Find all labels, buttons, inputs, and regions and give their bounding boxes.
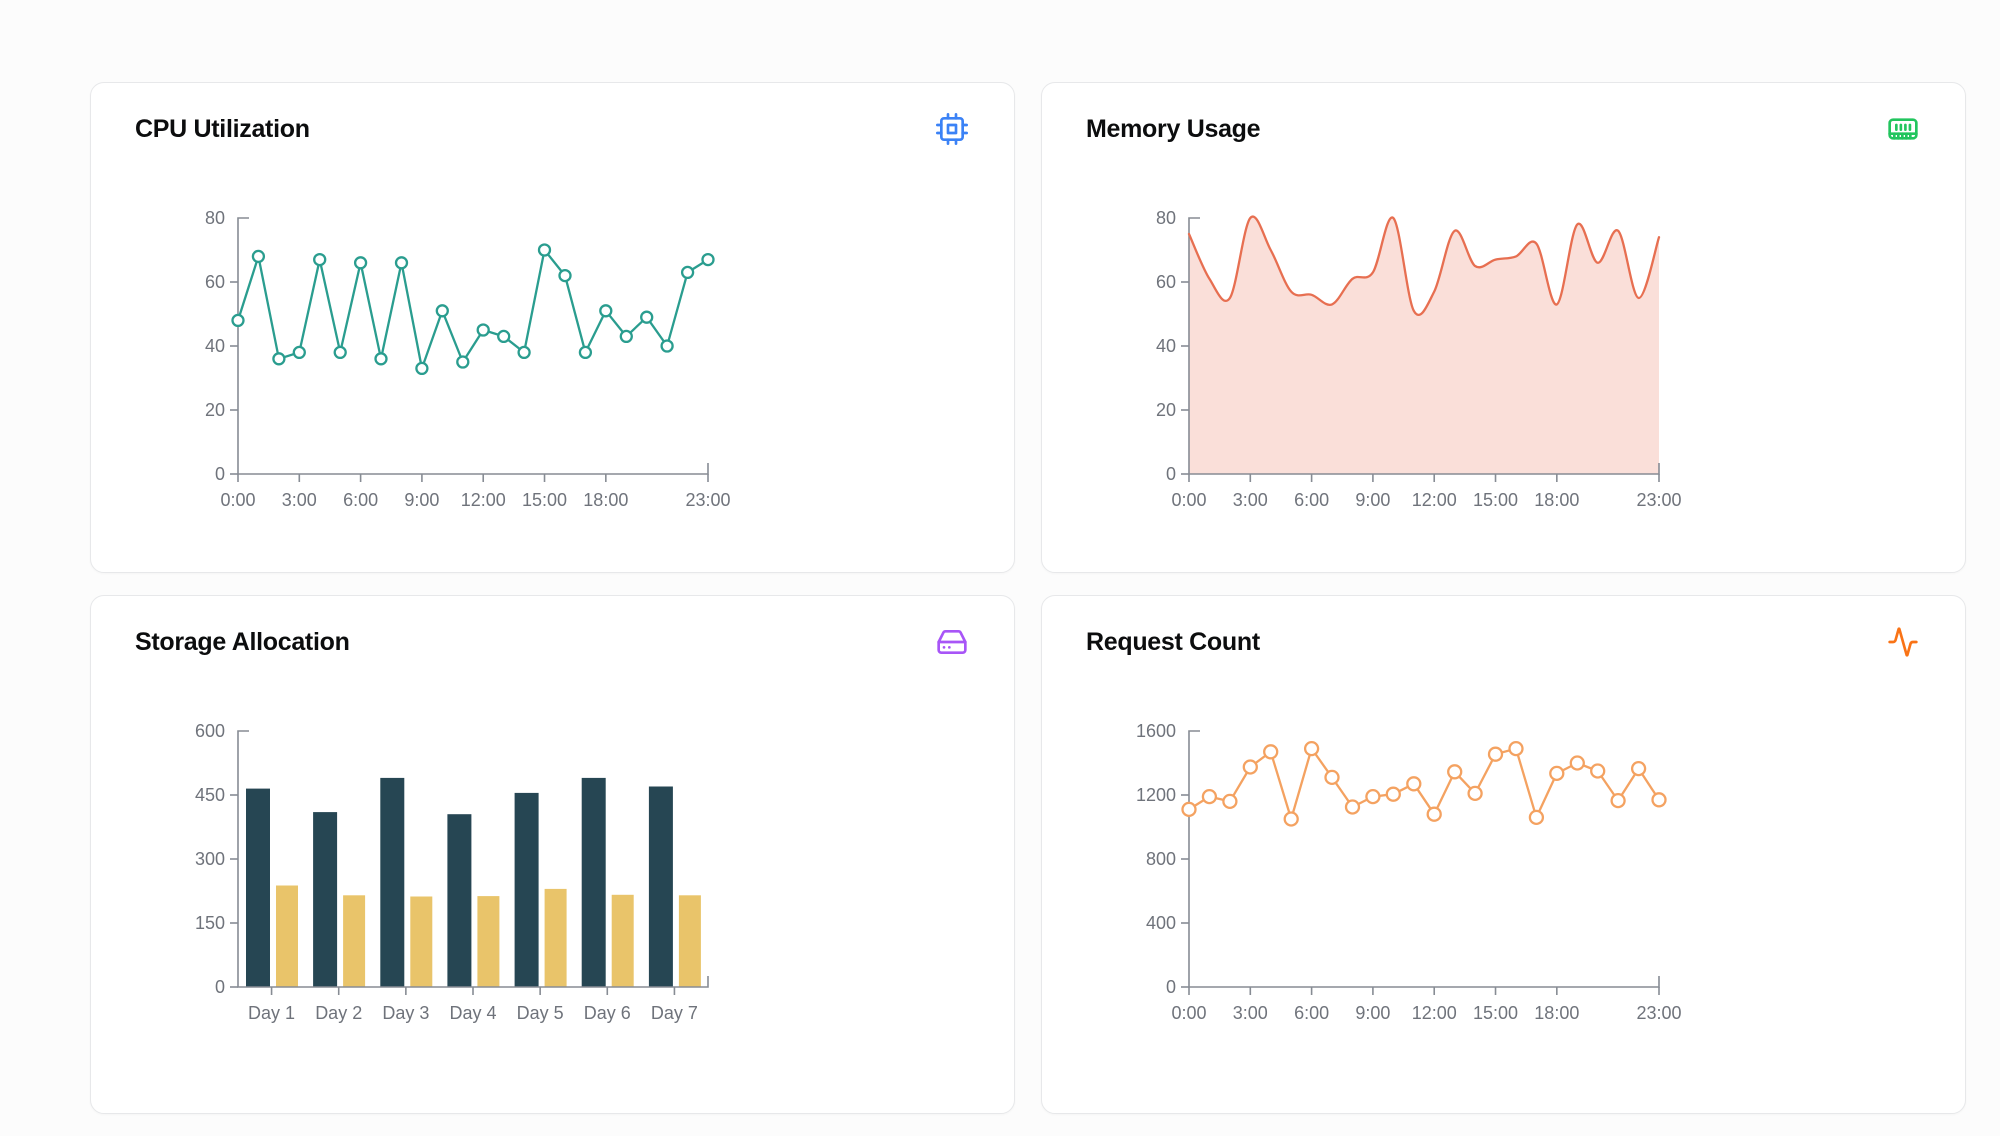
- svg-text:0: 0: [215, 977, 225, 997]
- svg-text:1600: 1600: [1136, 721, 1176, 741]
- svg-text:6:00: 6:00: [343, 490, 378, 510]
- svg-text:23:00: 23:00: [685, 490, 730, 510]
- svg-text:9:00: 9:00: [1355, 1003, 1390, 1023]
- svg-text:Day 3: Day 3: [382, 1003, 429, 1023]
- svg-text:18:00: 18:00: [1534, 490, 1579, 510]
- svg-text:6:00: 6:00: [1294, 1003, 1329, 1023]
- svg-text:12:00: 12:00: [1412, 1003, 1457, 1023]
- svg-text:0:00: 0:00: [1171, 1003, 1206, 1023]
- svg-text:150: 150: [195, 913, 225, 933]
- svg-text:15:00: 15:00: [522, 490, 567, 510]
- svg-text:80: 80: [205, 208, 225, 228]
- metrics-dashboard: CPU Utilization 0 20 40 60 80 0:00 3:00 6:00 9:0…: [90, 82, 1966, 1114]
- card-request-count: Request Count 0 400 800 1200 1600 0:00 3:00 6:0…: [1041, 595, 1966, 1114]
- svg-text:12:00: 12:00: [461, 490, 506, 510]
- svg-text:12:00: 12:00: [1412, 490, 1457, 510]
- card-cpu-utilization: CPU Utilization 0 20 40 60 80 0:00 3:00 6:00 9:0…: [90, 82, 1015, 573]
- svg-text:3:00: 3:00: [1233, 1003, 1268, 1023]
- svg-text:1200: 1200: [1136, 785, 1176, 805]
- svg-text:23:00: 23:00: [1636, 490, 1681, 510]
- svg-text:Day 7: Day 7: [651, 1003, 698, 1023]
- svg-text:3:00: 3:00: [1233, 490, 1268, 510]
- svg-text:Day 1: Day 1: [248, 1003, 295, 1023]
- svg-text:40: 40: [205, 336, 225, 356]
- card-title-storage: Storage Allocation: [135, 627, 350, 656]
- svg-text:40: 40: [1156, 336, 1176, 356]
- svg-text:15:00: 15:00: [1473, 1003, 1518, 1023]
- svg-text:0: 0: [1166, 977, 1176, 997]
- card-header: CPU Utilization: [91, 83, 1014, 145]
- svg-text:Day 6: Day 6: [584, 1003, 631, 1023]
- svg-text:800: 800: [1146, 849, 1176, 869]
- svg-text:9:00: 9:00: [1355, 490, 1390, 510]
- svg-text:0:00: 0:00: [220, 490, 255, 510]
- svg-text:0: 0: [215, 464, 225, 484]
- svg-text:Day 4: Day 4: [449, 1003, 496, 1023]
- svg-text:20: 20: [205, 400, 225, 420]
- svg-text:0: 0: [1166, 464, 1176, 484]
- svg-text:Day 5: Day 5: [517, 1003, 564, 1023]
- svg-text:600: 600: [195, 721, 225, 741]
- card-title-request: Request Count: [1086, 627, 1260, 656]
- storage-allocation-chart: 0 150 300 450 600 Day 1 Day 2 Day 3 Day 4 Day 5 Da…: [91, 596, 1014, 1056]
- svg-text:0:00: 0:00: [1171, 490, 1206, 510]
- svg-text:3:00: 3:00: [282, 490, 317, 510]
- svg-text:450: 450: [195, 785, 225, 805]
- card-header: Request Count: [1042, 596, 1965, 658]
- svg-text:60: 60: [1156, 272, 1176, 292]
- svg-text:15:00: 15:00: [1473, 490, 1518, 510]
- hard-drive-icon: [936, 626, 968, 658]
- card-header: Memory Usage: [1042, 83, 1965, 145]
- svg-text:9:00: 9:00: [404, 490, 439, 510]
- svg-text:18:00: 18:00: [1534, 1003, 1579, 1023]
- card-title-cpu: CPU Utilization: [135, 114, 310, 143]
- svg-text:400: 400: [1146, 913, 1176, 933]
- svg-text:6:00: 6:00: [1294, 490, 1329, 510]
- svg-text:300: 300: [195, 849, 225, 869]
- svg-text:80: 80: [1156, 208, 1176, 228]
- svg-text:60: 60: [205, 272, 225, 292]
- cpu-icon: [936, 113, 968, 145]
- activity-icon: [1887, 626, 1919, 658]
- svg-text:18:00: 18:00: [583, 490, 628, 510]
- memory-icon: [1887, 113, 1919, 145]
- card-header: Storage Allocation: [91, 596, 1014, 658]
- cpu-utilization-chart: 0 20 40 60 80 0:00 3:00 6:00 9:00 12:00 15:00 18:00…: [91, 83, 1014, 543]
- memory-usage-chart: 0 20 40 60 80 0:00 3:00 6:00 9:00 12:00 15:00 18:00…: [1042, 83, 1965, 543]
- request-count-chart: 0 400 800 1200 1600 0:00 3:00 6:00 9:00 12:00 15:0…: [1042, 596, 1965, 1056]
- card-storage-allocation: Storage Allocation 0 150 300 450 600 Day 1 Day…: [90, 595, 1015, 1114]
- card-memory-usage: Memory Usage 0 20 40 60 80 0:00 3:00 6:00 9:00 12…: [1041, 82, 1966, 573]
- svg-text:20: 20: [1156, 400, 1176, 420]
- card-title-memory: Memory Usage: [1086, 114, 1261, 143]
- svg-text:23:00: 23:00: [1636, 1003, 1681, 1023]
- svg-text:Day 2: Day 2: [315, 1003, 362, 1023]
